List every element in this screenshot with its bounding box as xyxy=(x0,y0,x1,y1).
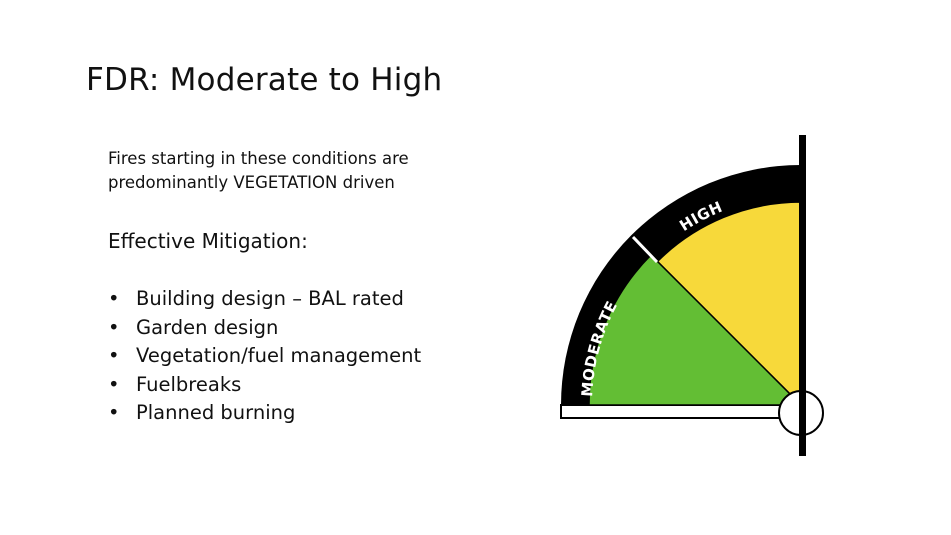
band-divider xyxy=(631,235,659,264)
gauge-segment-high xyxy=(656,201,802,407)
list-item: Fuelbreaks xyxy=(108,371,421,400)
list-item: Garden design xyxy=(108,314,421,343)
intro-line: Fires starting in these conditions are xyxy=(108,149,409,168)
mitigation-list: Building design – BAL rated Garden desig… xyxy=(108,285,421,428)
list-item: Vegetation/fuel management xyxy=(108,342,421,371)
mitigation-heading: Effective Mitigation: xyxy=(108,229,308,253)
list-item: Building design – BAL rated xyxy=(108,285,421,314)
list-item: Planned burning xyxy=(108,399,421,428)
gauge-segment-moderate xyxy=(588,253,803,406)
gauge-base xyxy=(560,404,782,419)
intro-text: Fires starting in these conditions are p… xyxy=(108,147,409,195)
intro-line: predominantly VEGETATION driven xyxy=(108,173,395,192)
gauge-needle-line xyxy=(799,135,806,456)
slide-title: FDR: Moderate to High xyxy=(86,62,443,98)
